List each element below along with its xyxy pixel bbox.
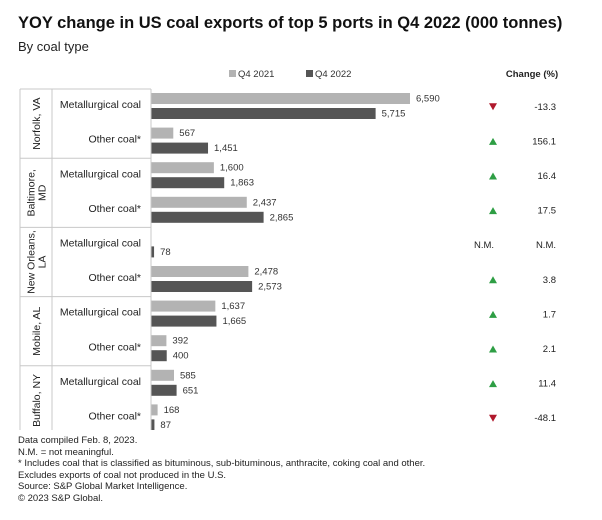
- category-label: Other coal*: [88, 272, 141, 284]
- bar-q4-2021: [151, 369, 174, 381]
- data-label-q4-2022: 5,715: [382, 109, 406, 120]
- data-label-q4-2021: 585: [180, 370, 196, 381]
- change-value: 3.8: [543, 275, 556, 286]
- category-label: Other coal*: [88, 341, 141, 353]
- up-arrow-icon: [489, 172, 497, 180]
- up-arrow-icon: [489, 276, 497, 284]
- footnote-source: Source: S&P Global Market Intelligence.: [18, 481, 188, 493]
- bar-q4-2022: [151, 384, 177, 396]
- change-value: N.M.: [536, 240, 556, 251]
- down-arrow-icon: [489, 103, 497, 111]
- port-label: Buffalo, NY: [31, 374, 43, 427]
- down-arrow-icon: [489, 414, 497, 422]
- nm-marker: N.M.: [474, 240, 494, 251]
- port-label: LA: [36, 256, 48, 269]
- change-value: 2.1: [543, 344, 556, 355]
- bar-q4-2022: [151, 211, 264, 223]
- data-label-q4-2021: 392: [172, 336, 188, 347]
- data-label-q4-2022: 1,863: [230, 178, 254, 189]
- category-label: Other coal*: [88, 134, 141, 146]
- port-label: Mobile, AL: [31, 307, 43, 356]
- legend-label-q4-2022: Q4 2022: [315, 69, 351, 80]
- data-label-q4-2022: 400: [173, 351, 189, 362]
- port-label: MD: [36, 184, 48, 201]
- data-label-q4-2021: 1,637: [221, 301, 245, 312]
- legend-swatch-q4-2021: [229, 70, 236, 77]
- bar-q4-2022: [151, 315, 217, 327]
- change-value: -13.3: [534, 102, 556, 113]
- data-label-q4-2021: 168: [164, 405, 180, 416]
- data-label-q4-2022: 651: [183, 385, 199, 396]
- footnote-compiled: Data compiled Feb. 8, 2023.: [18, 435, 138, 446]
- data-label-q4-2022: 1,665: [222, 316, 246, 327]
- footnote-copyright: © 2023 S&P Global.: [18, 492, 103, 504]
- change-value: -48.1: [534, 413, 556, 424]
- bar-q4-2022: [151, 246, 155, 258]
- data-label-q4-2021: 2,478: [254, 267, 278, 278]
- bar-q4-2021: [151, 404, 158, 416]
- footnote-nm: N.M. = not meaningful.: [18, 446, 114, 458]
- footnote-excludes: Excludes exports of coal not produced in…: [18, 469, 227, 481]
- up-arrow-icon: [489, 345, 497, 353]
- data-label-q4-2022: 87: [160, 420, 171, 430]
- port-label: Baltimore,: [25, 169, 37, 216]
- legend-swatch-q4-2022: [306, 70, 313, 77]
- bar-q4-2021: [151, 127, 174, 139]
- footnotes: Data compiled Feb. 8, 2023. N.M. = not m…: [18, 435, 425, 505]
- data-label-q4-2021: 1,600: [220, 163, 244, 174]
- change-value: 16.4: [538, 171, 557, 182]
- bar-q4-2022: [151, 142, 209, 154]
- up-arrow-icon: [489, 380, 497, 388]
- up-arrow-icon: [489, 207, 497, 215]
- chart-subtitle: By coal type: [18, 39, 89, 54]
- bar-q4-2021: [151, 162, 214, 174]
- change-value: 1.7: [543, 309, 556, 320]
- bar-q4-2021: [151, 266, 249, 277]
- data-label-q4-2021: 2,437: [253, 197, 277, 208]
- bar-q4-2022: [151, 177, 225, 189]
- chart-title: YOY change in US coal exports of top 5 p…: [18, 14, 563, 32]
- change-column-header: Change (%): [506, 69, 558, 80]
- bar-q4-2021: [151, 196, 247, 208]
- data-label-q4-2021: 567: [179, 128, 195, 139]
- data-label-q4-2021: 6,590: [416, 94, 440, 105]
- category-label: Metallurgical coal: [60, 376, 141, 388]
- category-label: Metallurgical coal: [60, 237, 141, 249]
- category-label: Metallurgical coal: [60, 168, 141, 180]
- change-value: 11.4: [538, 379, 556, 390]
- data-label-q4-2022: 2,573: [258, 282, 282, 293]
- up-arrow-icon: [489, 137, 497, 145]
- category-label: Other coal*: [88, 410, 141, 422]
- port-label: Norfolk, VA: [31, 97, 43, 149]
- data-label-q4-2022: 1,451: [214, 143, 238, 154]
- bar-q4-2022: [151, 281, 253, 292]
- data-label-q4-2022: 78: [160, 247, 171, 258]
- category-label: Metallurgical coal: [60, 307, 141, 319]
- bar-q4-2021: [151, 300, 216, 312]
- bar-q4-2021: [151, 93, 410, 104]
- bar-q4-2022: [151, 350, 167, 362]
- legend-label-q4-2021: Q4 2021: [238, 69, 274, 80]
- chart: Q4 2021 Q4 2022 Change (%) Norfolk, VA Metal…: [19, 69, 558, 430]
- category-label: Other coal*: [88, 203, 141, 215]
- port-label: New Orleans,: [25, 230, 37, 294]
- bar-q4-2021: [151, 335, 167, 347]
- up-arrow-icon: [489, 310, 497, 318]
- bar-q4-2022: [151, 108, 376, 119]
- data-label-q4-2022: 2,865: [270, 212, 294, 223]
- change-value: 156.1: [532, 136, 556, 147]
- change-value: 17.5: [538, 206, 557, 217]
- footnote-other-coal: * Includes coal that is classified as bi…: [18, 458, 426, 470]
- category-label: Metallurgical coal: [60, 99, 141, 111]
- bar-q4-2022: [151, 419, 155, 430]
